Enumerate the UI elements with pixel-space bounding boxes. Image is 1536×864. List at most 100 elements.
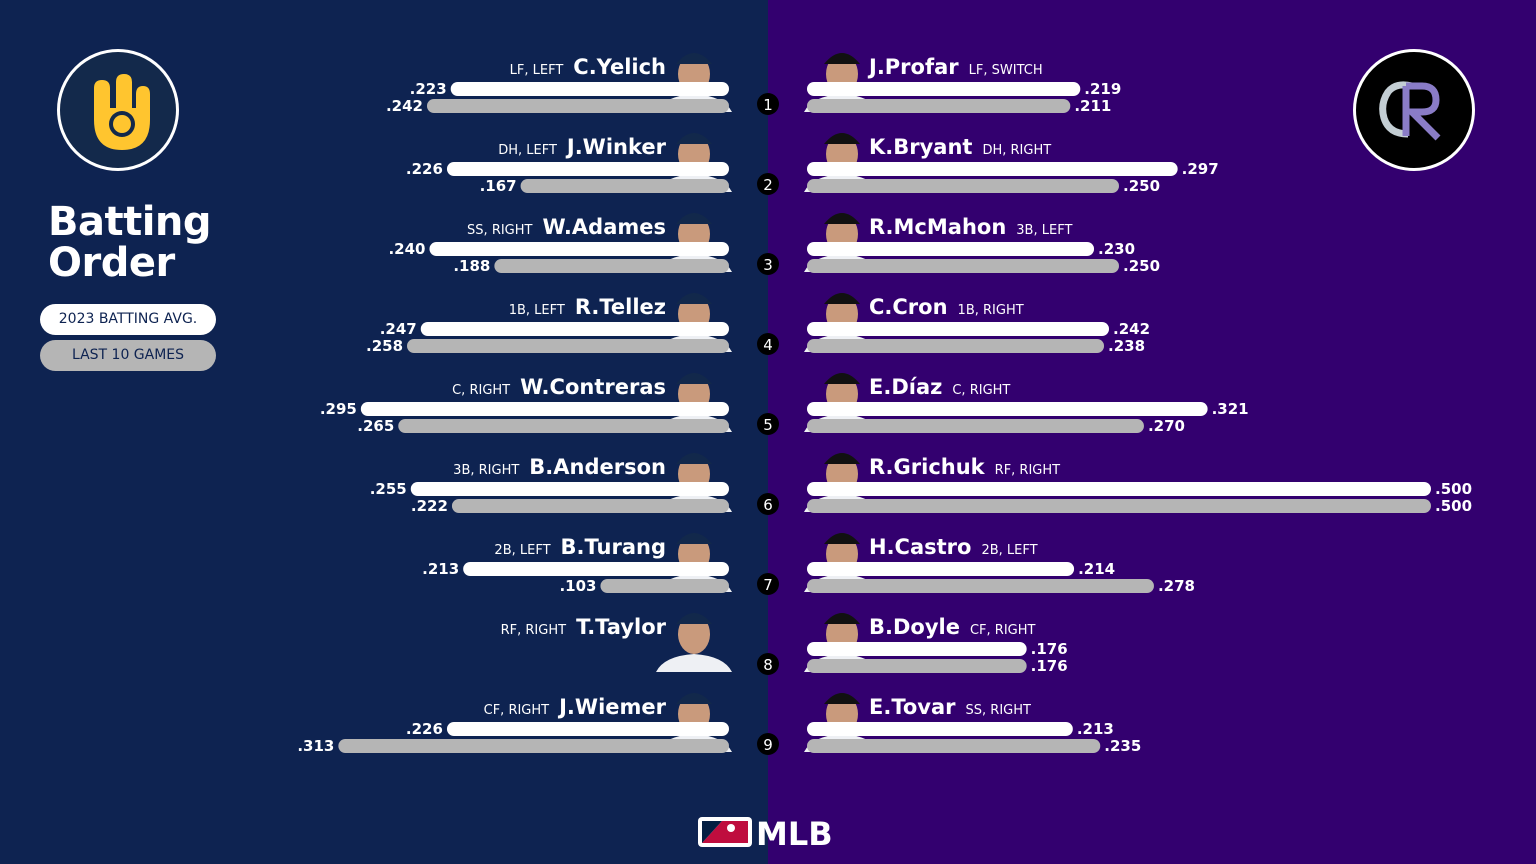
last10-bar-label: .211 (1074, 97, 1111, 115)
season-bar-label: .213 (1077, 720, 1114, 738)
player-name: J.Wiemer (557, 695, 667, 719)
order-badge (757, 493, 779, 515)
player-position: 2B, LEFT (494, 543, 550, 558)
season-bar-label: .176 (1031, 640, 1068, 658)
order-badge (757, 173, 779, 195)
player-name: B.Anderson (529, 455, 666, 479)
order-badge (757, 333, 779, 355)
last10-bar (600, 579, 729, 593)
last10-bar (807, 419, 1144, 433)
player-name: E.Tovar (869, 695, 956, 719)
player-position: LF, LEFT (510, 63, 564, 78)
season-bar (410, 482, 729, 496)
last10-bar-label: .313 (297, 737, 334, 755)
last10-bar-label: .242 (386, 97, 423, 115)
last10-bar (520, 179, 729, 193)
order-badge (757, 253, 779, 275)
last10-bar (426, 99, 729, 113)
player-name: J.Profar (867, 55, 959, 79)
order-number: 4 (763, 336, 773, 354)
season-bar-label: .297 (1182, 160, 1219, 178)
last10-bar (807, 499, 1431, 513)
season-bar (429, 242, 729, 256)
season-bar (807, 162, 1178, 176)
season-bar-label: .219 (1084, 80, 1121, 98)
last10-bar-label: .258 (366, 337, 403, 355)
season-bar (360, 402, 729, 416)
player-position: C, RIGHT (452, 383, 510, 398)
season-bar (446, 722, 729, 736)
season-bar-label: .226 (406, 720, 443, 738)
player-position: DH, LEFT (498, 143, 557, 158)
player-name: W.Adames (542, 215, 666, 239)
player-position: 1B, LEFT (509, 303, 565, 318)
last10-bar-label: .238 (1108, 337, 1145, 355)
last10-bar (494, 259, 729, 273)
player-position: 3B, LEFT (1016, 223, 1072, 238)
player-name: K.Bryant (869, 135, 972, 159)
brewers-glove-icon (94, 74, 150, 150)
order-badge (757, 653, 779, 675)
order-number: 8 (763, 656, 773, 674)
last10-bar (807, 739, 1101, 753)
season-bar (450, 82, 729, 96)
last10-bar (807, 579, 1154, 593)
order-number: 3 (763, 256, 773, 274)
last10-bar (807, 659, 1027, 673)
legend-last-10-games: LAST 10 GAMES (40, 340, 216, 371)
player-name: R.Grichuk (869, 455, 986, 479)
mlb-logo: MLB (698, 815, 833, 852)
player-position: SS, RIGHT (467, 223, 532, 238)
season-bar-label: .214 (1078, 560, 1115, 578)
season-bar-label: .240 (388, 240, 425, 258)
mlb-wordmark: MLB (756, 815, 833, 852)
player-name: B.Turang (561, 535, 666, 559)
player-name: C.Cron (869, 295, 948, 319)
player-name: T.Taylor (576, 615, 667, 639)
last10-bar (807, 259, 1119, 273)
season-bar (807, 322, 1110, 336)
last10-bar (451, 499, 729, 513)
player-name: R.McMahon (869, 215, 1006, 239)
player-position: CF, RIGHT (970, 623, 1036, 638)
player-name: J.Winker (565, 135, 667, 159)
last10-bar-label: .250 (1123, 177, 1160, 195)
last10-bar (807, 99, 1071, 113)
player-name: C.Yelich (573, 55, 666, 79)
season-bar (807, 242, 1095, 256)
order-badge (757, 733, 779, 755)
last10-bar-label: .176 (1031, 657, 1068, 675)
last10-bar-label: .500 (1435, 497, 1472, 515)
player-name: H.Castro (869, 535, 971, 559)
player-position: C, RIGHT (952, 383, 1010, 398)
order-number: 2 (763, 176, 773, 194)
last10-bar (398, 419, 729, 433)
season-bar-label: .295 (320, 400, 357, 418)
last10-bar (807, 179, 1119, 193)
rockies-cr-icon (1379, 81, 1441, 141)
last10-bar-label: .235 (1104, 737, 1141, 755)
last10-bar (338, 739, 729, 753)
player-position: SS, RIGHT (966, 703, 1031, 718)
season-bar (463, 562, 729, 576)
player-position: DH, RIGHT (982, 143, 1051, 158)
last10-bar-label: .167 (480, 177, 517, 195)
season-bar (807, 402, 1208, 416)
order-number: 6 (763, 496, 773, 514)
page-title: Batting Order (48, 199, 212, 286)
season-bar-label: .242 (1113, 320, 1150, 338)
order-number: 9 (763, 736, 773, 754)
brewers-logo (57, 49, 179, 171)
season-bar (807, 562, 1075, 576)
last10-bar-label: .278 (1158, 577, 1195, 595)
season-bar-label: .500 (1435, 480, 1472, 498)
season-bar-label: .223 (410, 80, 447, 98)
last10-bar-label: .222 (411, 497, 448, 515)
last10-bar-label: .250 (1123, 257, 1160, 275)
season-bar-label: .226 (406, 160, 443, 178)
player-position: LF, SWITCH (969, 63, 1043, 78)
order-number: 5 (763, 416, 773, 434)
season-bar (420, 322, 729, 336)
player-position: 1B, RIGHT (958, 303, 1024, 318)
